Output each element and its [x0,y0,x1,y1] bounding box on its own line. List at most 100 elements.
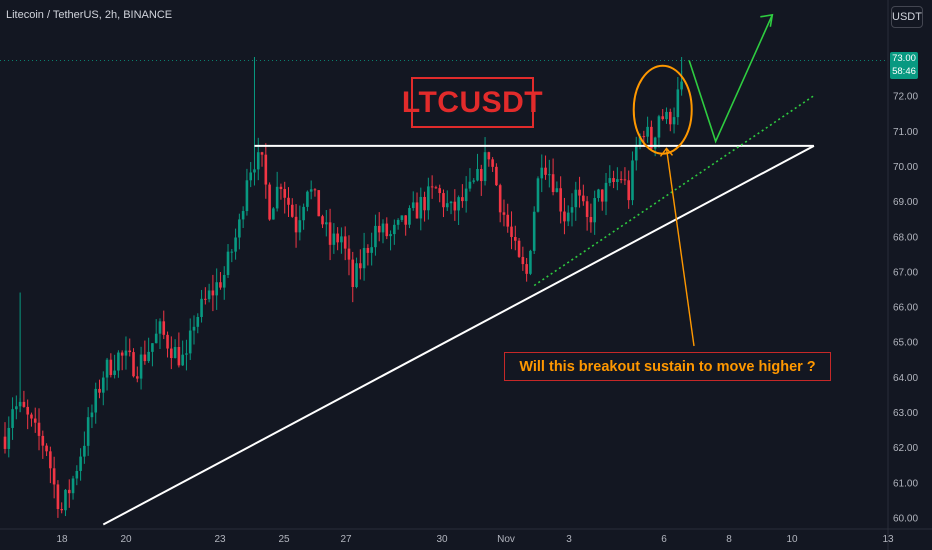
candle-body [665,111,668,120]
candle-body [143,354,147,362]
candle-body [472,180,476,182]
x-tick-label: 23 [214,534,226,545]
candle-body [325,222,328,225]
candle-body [525,264,528,274]
projection-arrowhead [760,13,774,27]
candle-body [294,216,298,233]
y-tick-label: 64.00 [893,373,918,384]
candle-body [600,189,604,202]
candle-body [177,347,181,366]
dotted-trendline [533,94,815,287]
candle-body [419,196,423,219]
candle-body [234,237,237,252]
candle-body [593,198,596,223]
candle-body [650,126,653,149]
candle-body [548,174,551,176]
y-tick-label: 61.00 [893,478,918,489]
y-tick-label: 72.00 [893,92,918,103]
candle-body [117,352,120,371]
candle-body [7,427,11,449]
x-tick-label: 27 [340,534,352,545]
y-tick-label: 71.00 [893,127,918,138]
candle-body [642,136,646,138]
candle-body [570,207,574,213]
x-tick-label: 3 [566,534,572,545]
candle-body [79,456,82,471]
candle-body [585,201,589,217]
candle-body [393,224,396,235]
candle-body [423,196,426,211]
candle-body [158,321,162,334]
candle-body [207,290,211,300]
candle-body [109,359,113,375]
x-tick-label: 30 [436,534,448,545]
candle-body [154,333,158,344]
candle-body [204,298,207,300]
candle-body [457,197,460,211]
candle-body [37,422,41,436]
candle-body [139,354,143,379]
candle-body [33,418,37,423]
candle-body [638,136,642,146]
candle-body [385,223,389,237]
candle-body [128,350,132,353]
candle-body [646,126,649,137]
candle-body [597,189,600,199]
breakout-question-note[interactable]: Will this breakout sustain to move highe… [504,352,831,381]
candle-body [181,354,184,366]
candle-body [41,435,45,446]
candle-body [366,247,370,253]
candle-body [408,208,411,225]
candle-body [566,212,570,222]
candle-body [355,263,358,288]
candle-body [211,290,215,296]
candle-body [166,334,169,349]
candle-body [272,208,275,220]
candle-body [336,233,339,243]
candle-body [627,180,630,201]
candle-body [377,225,381,233]
candle-body [290,204,294,217]
candle-body [64,489,67,511]
candle-body [26,406,29,415]
candle-body [253,169,256,173]
candle-body [313,189,317,191]
candle-body [396,219,400,225]
candle-body [105,359,109,378]
candle-body [430,186,434,188]
candle-body [124,350,128,356]
candle-body [268,184,271,220]
candle-body [120,352,124,356]
x-tick-label: Nov [497,534,515,545]
y-tick-label: 65.00 [893,338,918,349]
candle-body [551,174,555,193]
x-tick-label: 8 [726,534,732,545]
candle-body [22,401,26,407]
y-tick-label: 63.00 [893,408,918,419]
candle-body [45,445,48,452]
candle-body [653,137,657,149]
candle-body [321,216,324,225]
candle-body [328,222,332,245]
x-tick-label: 13 [882,534,894,545]
candle-body [374,225,377,248]
candle-body [532,211,536,251]
y-tick-label: 69.00 [893,197,918,208]
candle-body [302,206,305,221]
currency-button[interactable]: USDT [891,6,923,28]
callout-arrow [665,148,695,347]
candle-body [510,226,513,237]
candle-body [170,348,173,359]
candle-body [222,275,226,288]
callout-arrowhead [659,147,674,157]
candle-body [343,236,347,249]
candle-body [98,388,101,393]
candle-body [226,251,230,276]
ltcusdt-label[interactable]: LTCUSDT [402,77,543,128]
candle-body [60,509,63,511]
candle-body [56,484,60,510]
candle-body [604,182,608,202]
candle-body [185,353,188,355]
